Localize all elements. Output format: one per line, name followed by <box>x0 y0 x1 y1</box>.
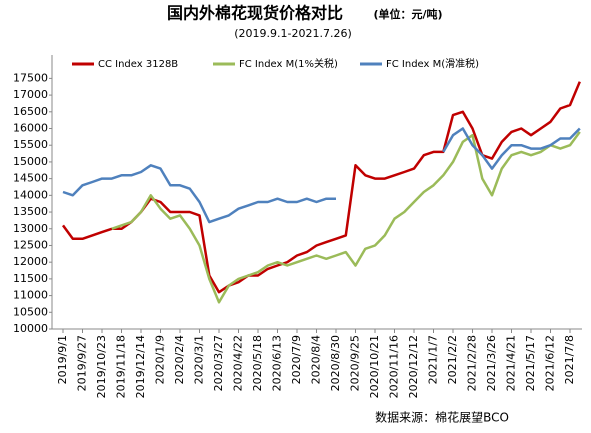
x-tick-label: 2019/9/1 <box>56 335 69 384</box>
x-tick-label: 2020/10/21 <box>368 335 381 398</box>
y-tick-label: 17000 <box>13 88 48 101</box>
x-tick-label: 2019/10/23 <box>95 335 108 398</box>
x-tick-label: 2020/7/9 <box>290 335 303 384</box>
x-tick-label: 2020/8/4 <box>310 335 323 384</box>
legend-label: FC Index M(1%关税) <box>239 57 338 70</box>
x-tick-label: 2020/1/9 <box>154 335 167 384</box>
x-tick-label: 2020/2/4 <box>173 335 186 384</box>
x-tick-label: 2021/6/12 <box>544 335 557 391</box>
series-line <box>62 127 581 224</box>
y-tick-label: 11500 <box>13 272 48 285</box>
y-tick-label: 17500 <box>13 71 48 84</box>
y-tick-label: 15000 <box>13 155 48 168</box>
x-tick-label: 2020/3/27 <box>212 335 225 391</box>
y-tick-label: 16500 <box>13 105 48 118</box>
series-line <box>111 131 581 304</box>
x-tick-label: 2020/4/22 <box>232 335 245 391</box>
y-tick-label: 13000 <box>13 222 48 235</box>
x-tick-label: 2019/12/14 <box>134 335 147 398</box>
x-tick-label: 2020/11/16 <box>388 335 401 398</box>
legend-label: CC Index 3128B <box>98 59 178 70</box>
y-tick-label: 12500 <box>13 238 48 251</box>
x-tick-label: 2020/8/30 <box>329 335 342 391</box>
y-tick-label: 12000 <box>13 255 48 268</box>
x-tick-label: 2021/1/7 <box>427 335 440 384</box>
y-tick-label: 13500 <box>13 205 48 218</box>
x-tick-label: 2020/3/1 <box>193 335 206 384</box>
legend-label: FC Index M(滑准税) <box>386 57 479 70</box>
chart-title: 国内外棉花现货价格对比 <box>167 4 343 23</box>
x-tick-label: 2021/4/21 <box>505 335 518 391</box>
y-tick-label: 16000 <box>13 122 48 135</box>
y-tick-label: 14500 <box>13 172 48 185</box>
y-tick-label: 10500 <box>13 305 48 318</box>
x-tick-label: 2021/2/2 <box>446 335 459 384</box>
y-tick-label: 11000 <box>13 289 48 302</box>
x-tick-label: 2021/2/28 <box>466 335 479 391</box>
y-tick-label: 14000 <box>13 188 48 201</box>
x-tick-label: 2021/7/8 <box>563 335 576 384</box>
x-tick-label: 2021/5/17 <box>524 335 537 391</box>
x-tick-label: 2020/9/25 <box>349 335 362 391</box>
series-line <box>61 81 581 294</box>
x-tick-label: 2021/3/26 <box>485 335 498 391</box>
x-tick-label: 2020/5/18 <box>251 335 264 391</box>
y-tick-label: 15500 <box>13 138 48 151</box>
x-tick-label: 2019/9/27 <box>76 335 89 391</box>
x-tick-label: 2020/12/12 <box>407 335 420 398</box>
x-tick-label: 2019/11/18 <box>115 335 128 398</box>
subtitle: (2019.9.1-2021.7.26) <box>234 27 352 40</box>
y-tick-label: 10000 <box>13 322 48 335</box>
x-tick-label: 2020/6/13 <box>271 335 284 391</box>
source: 数据来源：棉花展望BCO <box>375 410 509 425</box>
unit: (单位：元/吨) <box>373 7 442 21</box>
